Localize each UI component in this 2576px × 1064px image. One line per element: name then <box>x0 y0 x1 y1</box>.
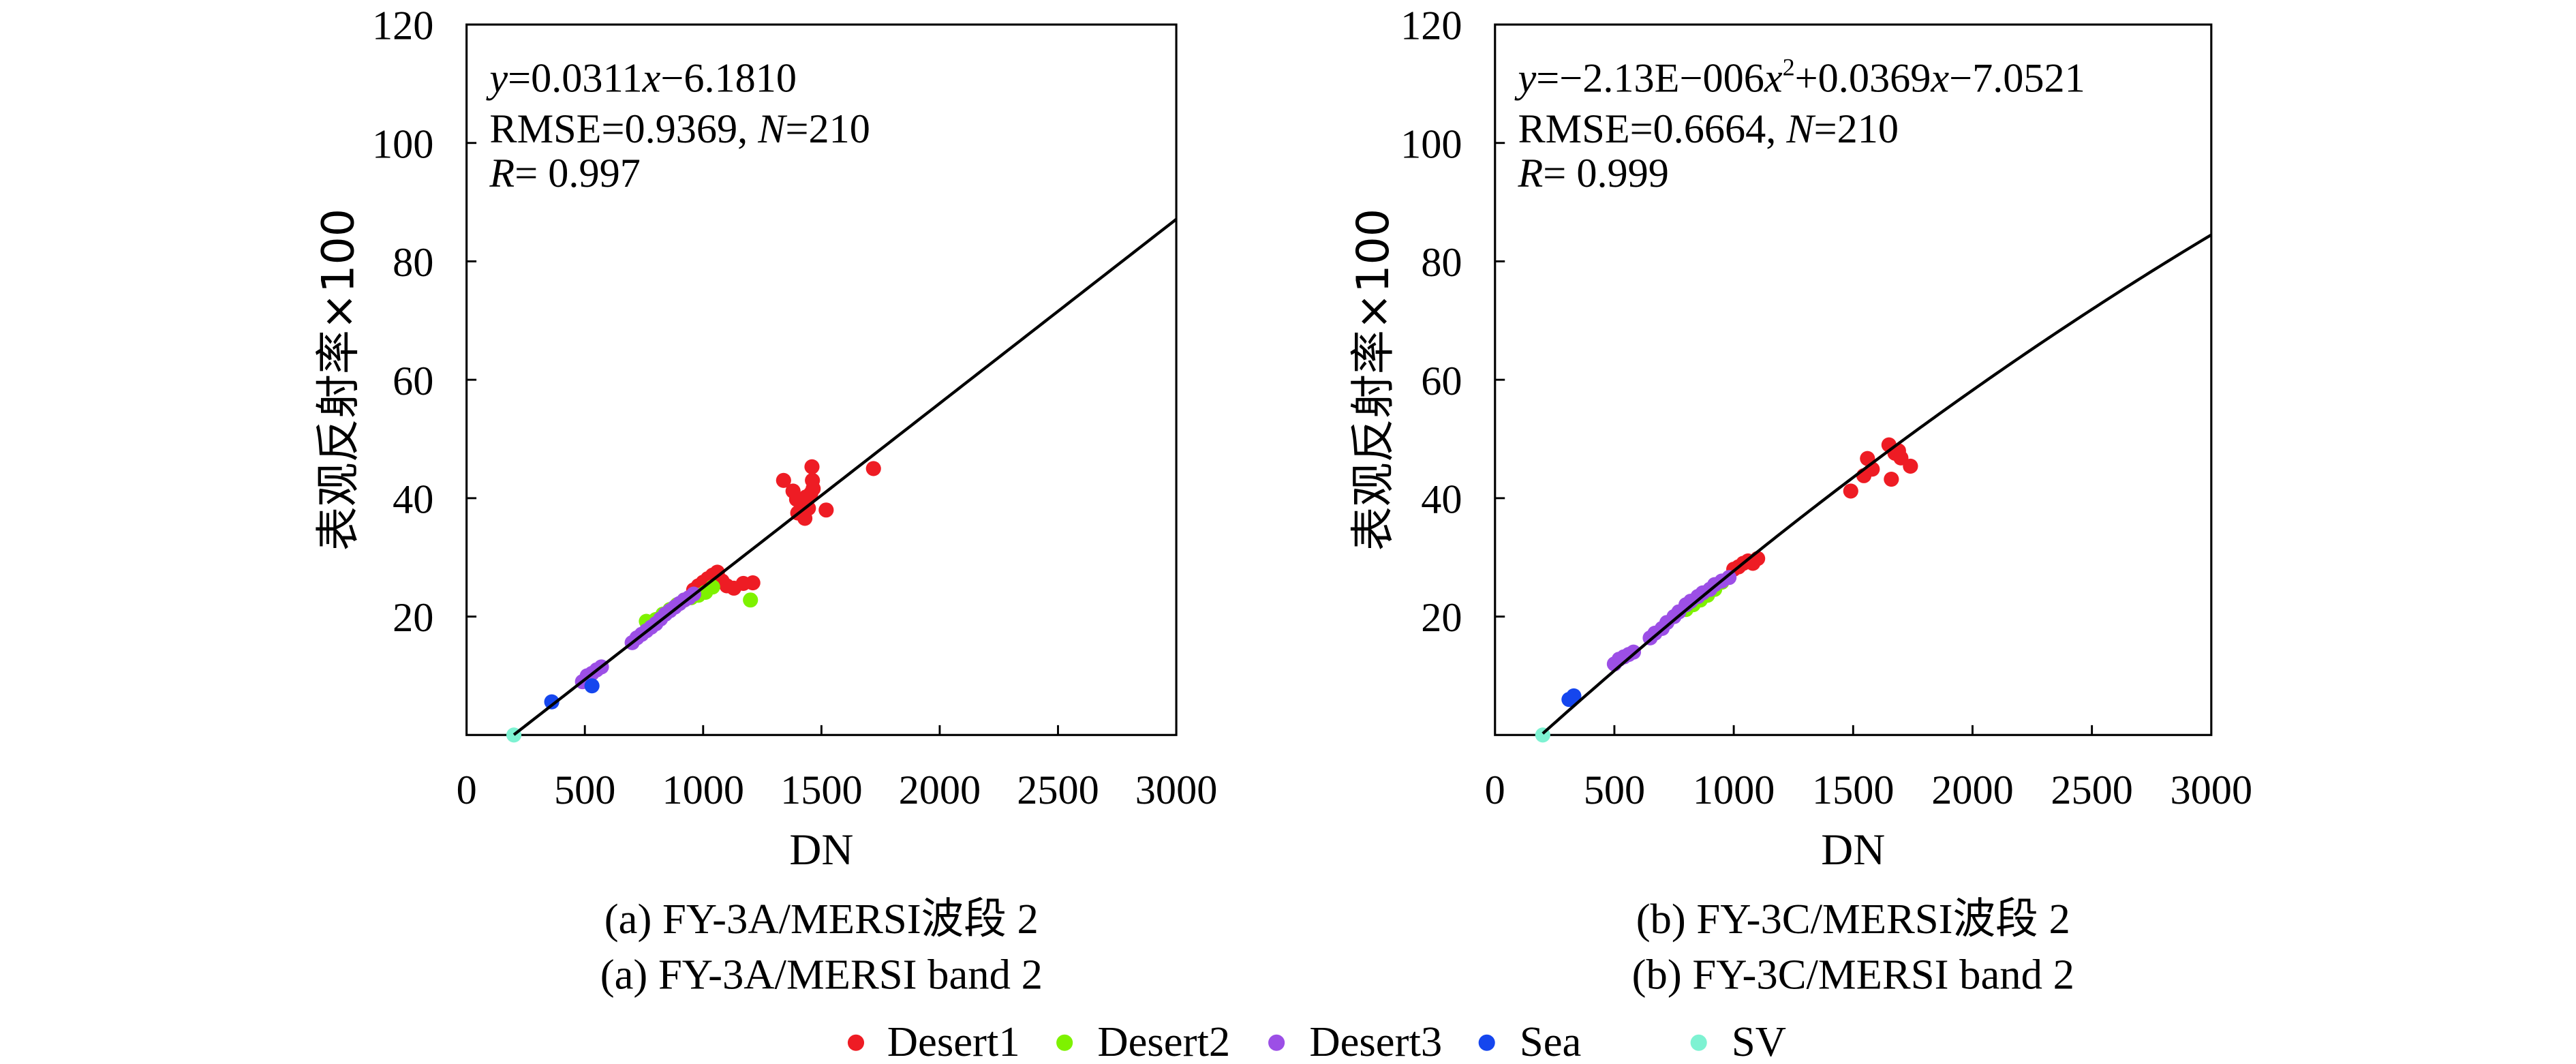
eq-intercept: −7.0521 <box>1949 56 2085 102</box>
legend-marker-desert1 <box>847 1034 865 1051</box>
panel-a-caption-cn: (a) FY-3A/MERSI波段 2 <box>604 895 1039 943</box>
eq-rmse: RMSE=0.9369, <box>489 106 758 152</box>
eq-var-x: x <box>642 56 661 102</box>
x-tick-label: 500 <box>554 767 615 813</box>
panel-a-x-axis-title: DN <box>789 825 853 875</box>
x-tick-label: 1000 <box>662 767 745 813</box>
series-desert1 <box>1726 437 1918 577</box>
x-tick-label: 2500 <box>2051 767 2133 813</box>
x-tick-label: 0 <box>457 767 477 813</box>
eq-n-value: =210 <box>785 106 870 152</box>
series-sea <box>544 678 600 710</box>
y-tick-label: 100 <box>372 121 433 167</box>
y-tick-label: 80 <box>393 240 433 286</box>
eq-rmse: RMSE=0.6664, <box>1518 106 1787 152</box>
legend-label-desert3: Desert3 <box>1309 1018 1442 1064</box>
legend-label-sea: Sea <box>1520 1018 1581 1064</box>
y-tick-label: 40 <box>393 477 433 523</box>
eq-n-value: =210 <box>1814 106 1899 152</box>
panel-b-eq-line1: y=−2.13E−006x2+0.0369x−7.0521 <box>1514 54 2085 102</box>
legend: Desert1 Desert2 Desert3 Sea SV <box>847 1018 1786 1064</box>
panel-b: y=−2.13E−006x2+0.0369x−7.0521 RMSE=0.666… <box>1348 3 2252 999</box>
panel-a-scatter-series <box>506 459 881 743</box>
x-tick-label: 2000 <box>1931 767 2014 813</box>
panel-b-caption-en: (b) FY-3C/MERSI band 2 <box>1632 951 2074 999</box>
legend-marker-sea <box>1478 1034 1495 1051</box>
data-point-desert1 <box>1843 483 1858 499</box>
panel-b-caption-cn: (b) FY-3C/MERSI波段 2 <box>1636 895 2070 943</box>
data-point-desert1 <box>1884 472 1899 487</box>
x-tick-label: 2500 <box>1017 767 1099 813</box>
y-tick-label: 120 <box>372 3 433 49</box>
data-point-sea <box>584 678 600 694</box>
y-tick-label: 20 <box>1421 595 1462 641</box>
eq-var-y: y <box>1514 56 1536 102</box>
legend-marker-desert2 <box>1056 1034 1073 1051</box>
data-point-sea <box>544 694 559 710</box>
legend-marker-sv <box>1690 1034 1707 1051</box>
y-tick-label: 100 <box>1400 121 1462 167</box>
panel-a-eq-line1: y=0.0311x−6.1810 <box>485 56 797 102</box>
panel-b-eq-line2: RMSE=0.6664, N=210 <box>1518 106 1899 152</box>
eq-var-x2: x <box>1930 56 1949 102</box>
panel-b-fit-line <box>1542 233 2212 735</box>
data-point-desert1 <box>818 502 834 518</box>
y-tick-label: 80 <box>1421 240 1462 286</box>
data-point-sea <box>1566 688 1582 704</box>
x-tick-label: 3000 <box>2171 767 2253 813</box>
eq-lin-coef: +0.0369 <box>1795 56 1931 102</box>
panel-a-caption-en: (a) FY-3A/MERSI band 2 <box>600 951 1043 999</box>
panel-b-eq-line3: R= 0.999 <box>1517 151 1668 196</box>
panel-a-eq-line2: RMSE=0.9369, N=210 <box>489 106 870 152</box>
panel-b-scatter-series <box>1535 437 1918 743</box>
panel-a-fit-line <box>512 217 1178 736</box>
legend-label-desert1: Desert1 <box>887 1018 1020 1064</box>
panel-b-x-axis-title: DN <box>1821 825 1885 875</box>
eq-r-value: = 0.999 <box>1543 151 1669 196</box>
panel-a-eq-line3: R= 0.997 <box>489 151 640 196</box>
x-tick-label: 1000 <box>1693 767 1775 813</box>
data-point-desert1 <box>801 500 816 516</box>
x-tick-label: 1500 <box>780 767 863 813</box>
data-point-desert1 <box>1903 458 1918 474</box>
series-sea <box>1561 688 1582 708</box>
data-point-desert1 <box>806 481 821 497</box>
data-point-desert1 <box>804 459 820 474</box>
x-tick-label: 2000 <box>899 767 981 813</box>
legend-marker-desert3 <box>1268 1034 1285 1051</box>
eq-intercept: −6.1810 <box>660 56 797 102</box>
y-tick-label: 60 <box>1421 359 1462 404</box>
eq-var-r: R <box>489 151 515 196</box>
panel-a-y-axis-title: 表观反射率×100 <box>313 209 364 551</box>
data-point-desert1 <box>776 472 791 488</box>
panel-b-y-axis-title: 表观反射率×100 <box>1348 209 1399 551</box>
x-tick-label: 500 <box>1584 767 1645 813</box>
eq-var-y: y <box>485 56 508 102</box>
eq-var-x: x <box>1764 56 1783 102</box>
data-point-desert1 <box>745 575 761 591</box>
y-tick-label: 20 <box>393 595 433 641</box>
eq-var-r: R <box>1517 151 1543 196</box>
data-point-desert2 <box>743 592 758 608</box>
data-point-desert1 <box>865 461 881 476</box>
eq-coef: =0.0311 <box>508 56 642 102</box>
legend-label-sv: SV <box>1732 1018 1786 1064</box>
data-point-desert3 <box>1721 570 1737 586</box>
legend-label-desert2: Desert2 <box>1097 1018 1230 1064</box>
eq-exponent: 2 <box>1783 54 1795 81</box>
eq-var-n: N <box>757 106 787 152</box>
panel-a-equation: y=0.0311x−6.1810 RMSE=0.9369, N=210 R= 0… <box>485 56 870 196</box>
x-tick-label: 1500 <box>1812 767 1895 813</box>
y-tick-label: 120 <box>1400 3 1462 49</box>
eq-quad-coef: =−2.13E−006 <box>1536 56 1764 102</box>
panel-a: y=0.0311x−6.1810 RMSE=0.9369, N=210 R= 0… <box>313 3 1217 999</box>
panel-b-equation: y=−2.13E−006x2+0.0369x−7.0521 RMSE=0.666… <box>1514 54 2085 196</box>
x-tick-label: 3000 <box>1135 767 1218 813</box>
y-tick-label: 40 <box>1421 477 1462 523</box>
x-tick-label: 0 <box>1485 767 1505 813</box>
eq-var-n: N <box>1785 106 1815 152</box>
y-tick-label: 60 <box>393 359 433 404</box>
eq-r-value: = 0.997 <box>515 151 641 196</box>
